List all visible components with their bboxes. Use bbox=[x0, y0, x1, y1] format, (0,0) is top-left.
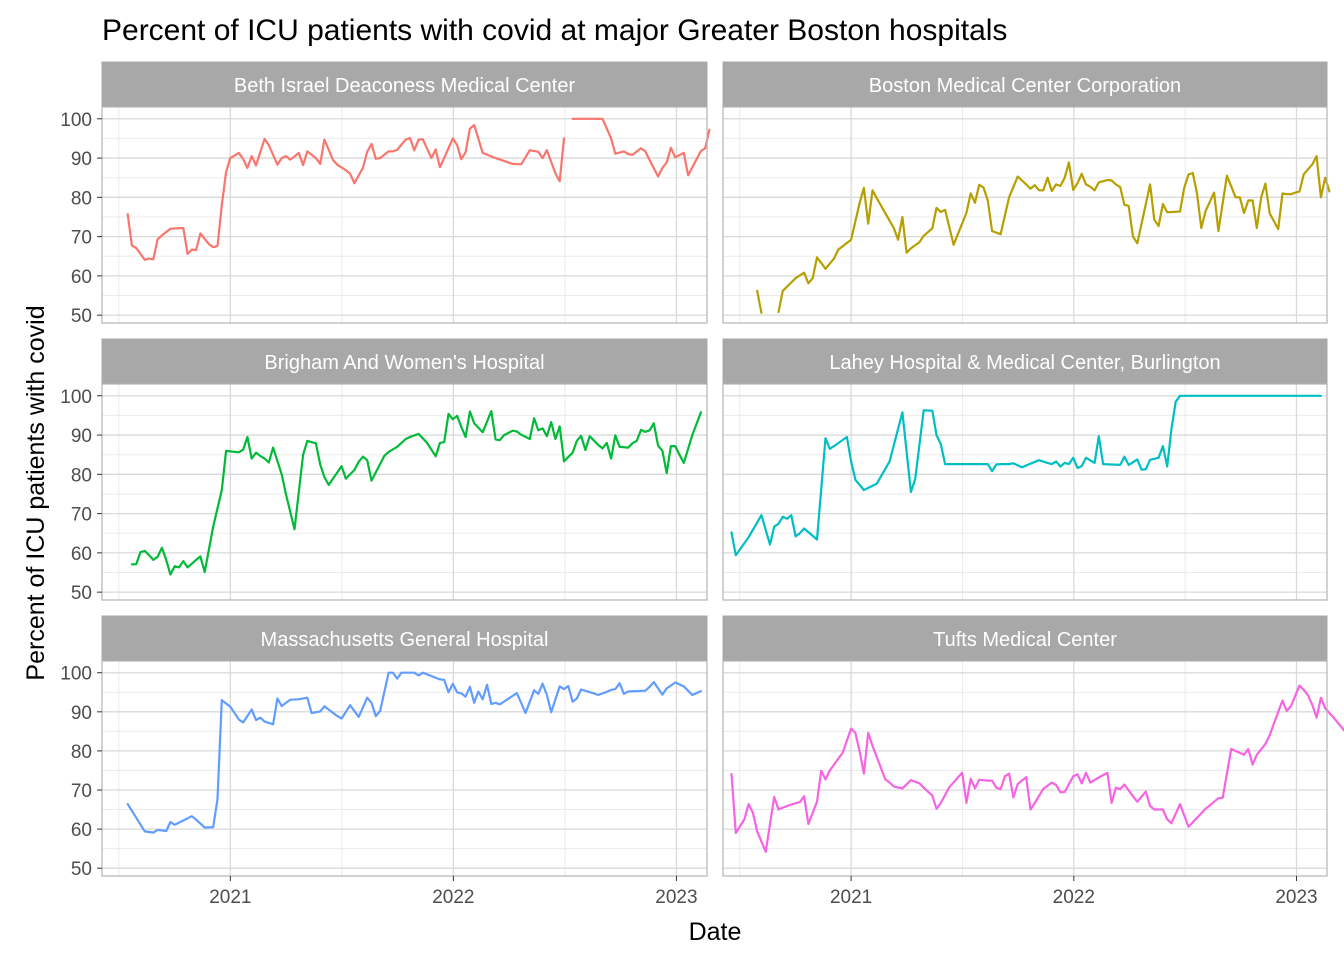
panel-1: Beth Israel Deaconess Medical Center 50 60… bbox=[60, 62, 709, 327]
x-tick-label: 2023 bbox=[1275, 887, 1317, 908]
panel-4: Lahey Hospital & Medical Center, Burling… bbox=[723, 339, 1327, 600]
x-tick-label: 2022 bbox=[1053, 887, 1095, 908]
y-tick-label: 70 bbox=[71, 781, 92, 802]
y-axis-label: Percent of ICU patients with covid bbox=[22, 305, 50, 680]
y-tick-label: 80 bbox=[71, 188, 92, 209]
panel-5: Massachusetts General Hospital 50 60 70 80 90… bbox=[60, 616, 707, 908]
x-tick-label: 2021 bbox=[209, 887, 251, 908]
y-tick-label: 50 bbox=[71, 859, 92, 880]
y-tick-label: 60 bbox=[71, 820, 92, 841]
y-tick-label: 60 bbox=[71, 267, 92, 288]
y-tick-label: 90 bbox=[71, 426, 92, 447]
facet-strip-label: Lahey Hospital & Medical Center, Burling… bbox=[829, 352, 1220, 374]
facet-strip-label: Tufts Medical Center bbox=[933, 629, 1117, 651]
y-tick-label: 50 bbox=[71, 583, 92, 604]
y-tick-label: 50 bbox=[71, 306, 92, 327]
facet-strip-label: Massachusetts General Hospital bbox=[261, 629, 549, 651]
x-tick-label: 2021 bbox=[830, 887, 872, 908]
facet-strip-label: Brigham And Women's Hospital bbox=[264, 352, 544, 374]
panel-background bbox=[723, 384, 1327, 600]
facet-strip-label: Boston Medical Center Corporation bbox=[869, 75, 1181, 97]
facet-panels: Beth Israel Deaconess Medical Center 50 60… bbox=[60, 62, 1344, 908]
chart-title: Percent of ICU patients with covid at ma… bbox=[102, 14, 1007, 47]
y-tick-label: 100 bbox=[60, 664, 92, 685]
panel-2: Boston Medical Center Corporation bbox=[723, 62, 1329, 323]
panel-6: Tufts Medical Center 2021 2022 2023 bbox=[723, 616, 1344, 908]
y-tick-label: 70 bbox=[71, 228, 92, 249]
panel-background bbox=[723, 107, 1327, 323]
x-tick-label: 2022 bbox=[432, 887, 474, 908]
panel-background bbox=[102, 661, 707, 876]
y-tick-label: 60 bbox=[71, 544, 92, 565]
panel-3: Brigham And Women's Hospital 50 60 70 80 90 10… bbox=[60, 339, 707, 604]
x-tick-label: 2023 bbox=[655, 887, 697, 908]
y-tick-label: 70 bbox=[71, 505, 92, 526]
panel-background bbox=[102, 384, 707, 600]
y-tick-label: 90 bbox=[71, 149, 92, 170]
y-tick-label: 100 bbox=[60, 110, 92, 131]
panel-background bbox=[723, 661, 1327, 876]
y-tick-label: 80 bbox=[71, 742, 92, 763]
y-tick-label: 90 bbox=[71, 703, 92, 724]
y-tick-label: 100 bbox=[60, 387, 92, 408]
facet-strip-label: Beth Israel Deaconess Medical Center bbox=[234, 75, 576, 97]
x-axis-label: Date bbox=[689, 918, 742, 946]
y-tick-label: 80 bbox=[71, 465, 92, 486]
